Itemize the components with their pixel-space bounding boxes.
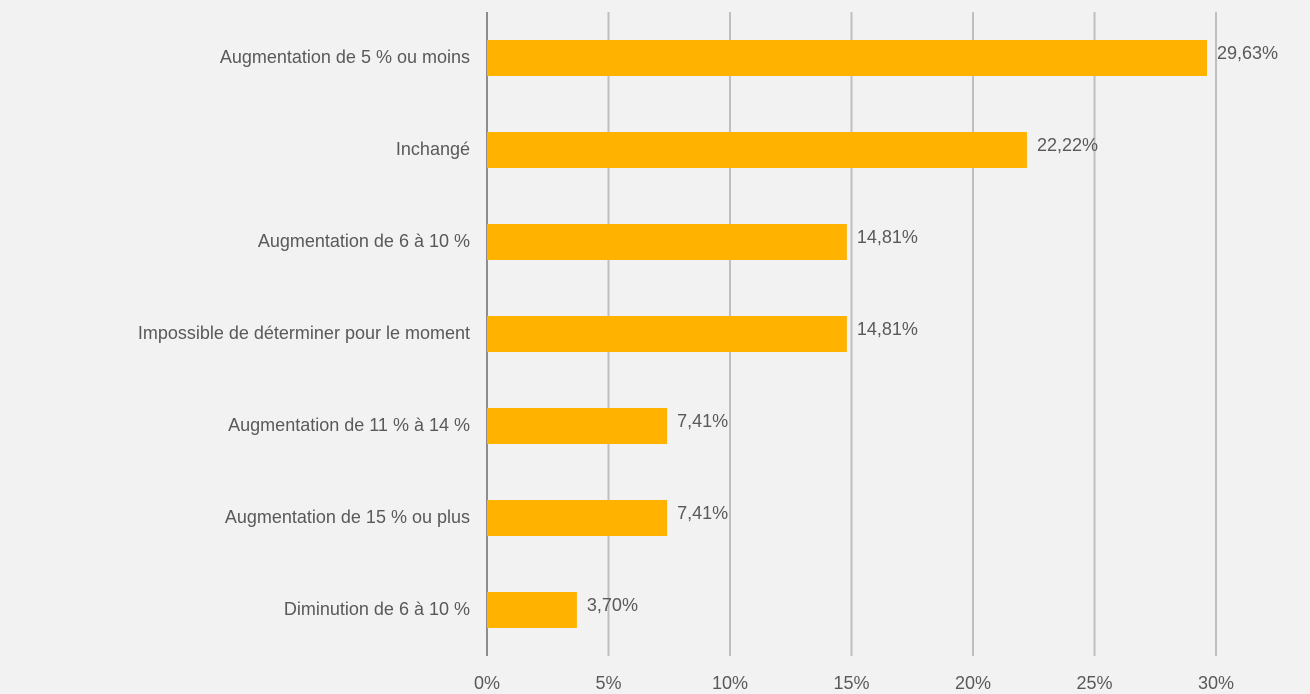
x-tick-label: 30% bbox=[1198, 673, 1234, 693]
bar bbox=[487, 592, 577, 628]
x-tick-label: 5% bbox=[595, 673, 621, 693]
x-tick-label: 10% bbox=[712, 673, 748, 693]
bar bbox=[487, 40, 1208, 76]
bar bbox=[487, 132, 1027, 168]
bar bbox=[487, 408, 668, 444]
data-label: 7,41% bbox=[677, 411, 728, 431]
x-tick-label: 0% bbox=[474, 673, 500, 693]
x-tick-label: 15% bbox=[833, 673, 869, 693]
y-tick-label: Inchangé bbox=[396, 139, 470, 159]
data-label: 14,81% bbox=[857, 319, 918, 339]
data-label: 14,81% bbox=[857, 227, 918, 247]
bar bbox=[487, 500, 668, 536]
y-tick-label: Diminution de 6 à 10 % bbox=[284, 599, 470, 619]
x-tick-label: 20% bbox=[955, 673, 991, 693]
y-tick-label: Augmentation de 11 % à 14 % bbox=[228, 415, 470, 435]
data-label: 7,41% bbox=[677, 503, 728, 523]
x-tick-label: 25% bbox=[1076, 673, 1112, 693]
bar bbox=[487, 316, 847, 352]
data-label: 3,70% bbox=[587, 595, 638, 615]
data-label: 22,22% bbox=[1037, 135, 1098, 155]
bar bbox=[487, 224, 847, 260]
y-tick-label: Augmentation de 6 à 10 % bbox=[258, 231, 470, 251]
y-tick-label: Impossible de déterminer pour le moment bbox=[138, 323, 470, 343]
y-tick-label: Augmentation de 15 % ou plus bbox=[225, 507, 470, 527]
y-tick-label: Augmentation de 5 % ou moins bbox=[220, 47, 470, 67]
data-label: 29,63% bbox=[1217, 43, 1278, 63]
